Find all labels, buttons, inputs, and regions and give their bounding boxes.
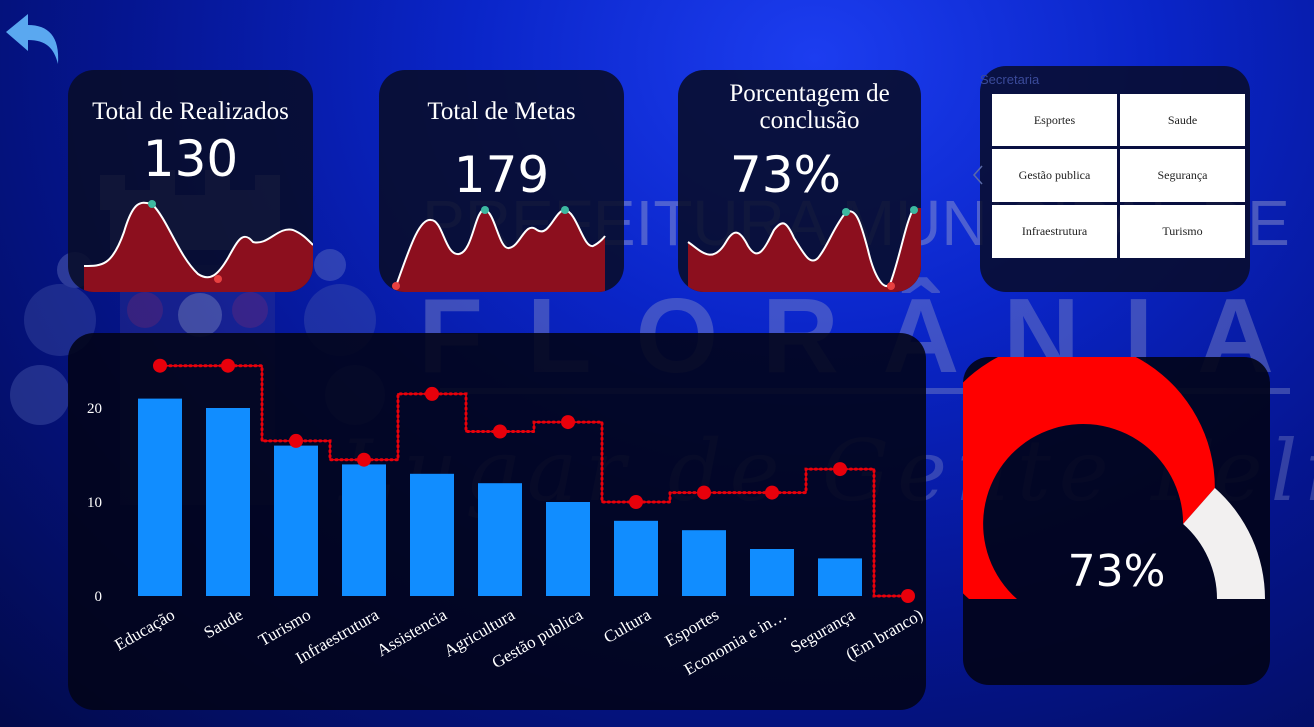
line-point[interactable] [697, 485, 711, 500]
y-tick-label: 20 [87, 401, 102, 417]
bar[interactable] [682, 530, 726, 596]
x-tick-label: Cultura [600, 605, 654, 647]
slicer-option-infraestrutura[interactable]: Infraestrutura [992, 205, 1117, 258]
kpi-title: Total de Realizados [92, 98, 289, 125]
back-arrow-icon[interactable] [2, 6, 64, 68]
gauge-chart [963, 357, 1265, 599]
kpi-title: Porcentagem de conclusão [729, 80, 890, 134]
line-point[interactable] [833, 462, 847, 477]
slicer-option-esportes[interactable]: Esportes [992, 94, 1117, 146]
slicer-option-seguranca[interactable]: Segurança [1120, 149, 1245, 202]
sparkline [83, 200, 313, 292]
bar[interactable] [614, 520, 658, 596]
kpi-value: 130 [142, 130, 239, 188]
y-tick-label: 0 [95, 589, 103, 605]
sparkline [392, 206, 606, 292]
x-tick-label: Educação [111, 605, 178, 654]
line-point[interactable] [765, 485, 779, 500]
line-point[interactable] [901, 589, 915, 603]
sparkline [687, 206, 921, 292]
slicer-option-saude[interactable]: Saude [1120, 94, 1245, 146]
kpi-card-porcentagem: Porcentagem de conclusão 73% [678, 70, 921, 292]
chevron-left-icon[interactable] [971, 164, 985, 186]
bar[interactable] [818, 558, 862, 596]
line-point[interactable] [357, 452, 371, 467]
kpi-title: Total de Metas [427, 98, 576, 125]
x-tick-label: Assistencia [373, 605, 450, 660]
gauge-remainder [1183, 487, 1265, 599]
x-tick-label: Saude [201, 605, 246, 642]
bar[interactable] [274, 445, 318, 596]
kpi-card-metas: Total de Metas 179 [379, 70, 624, 292]
line-point[interactable] [629, 495, 643, 509]
gauge-fill [963, 357, 1215, 599]
bar[interactable] [138, 398, 182, 596]
bar[interactable] [546, 502, 590, 596]
line-point[interactable] [493, 424, 507, 439]
y-tick-label: 10 [87, 495, 102, 511]
gauge-value: 73% [1067, 546, 1166, 597]
slicer-options: Esportes Saude Gestão publica Segurança … [992, 94, 1245, 260]
kpi-card-realizados: Total de Realizados 130 [68, 70, 313, 292]
line-point[interactable] [425, 386, 439, 401]
line-point[interactable] [153, 358, 167, 373]
kpi-value: 73% [729, 146, 842, 204]
line-series [158, 364, 910, 598]
line-point[interactable] [221, 358, 235, 373]
bar[interactable] [750, 549, 794, 596]
line-point[interactable] [561, 415, 575, 430]
bar[interactable] [410, 473, 454, 596]
slicer-title: Secretaria [980, 72, 1040, 87]
line-series-stroke [160, 364, 908, 597]
line-point[interactable] [289, 433, 303, 448]
slicer-option-turismo[interactable]: Turismo [1120, 205, 1245, 258]
kpi-value: 179 [453, 146, 550, 204]
slicer-option-gestao-publica[interactable]: Gestão publica [992, 149, 1117, 202]
bar-chart-card: 0 10 20 Educação Saude Turismo Infraestrutura A… [68, 333, 926, 710]
x-tick-label: (Em branco) [843, 605, 926, 664]
bar[interactable] [342, 464, 386, 596]
bar[interactable] [478, 483, 522, 596]
bar[interactable] [206, 408, 250, 596]
